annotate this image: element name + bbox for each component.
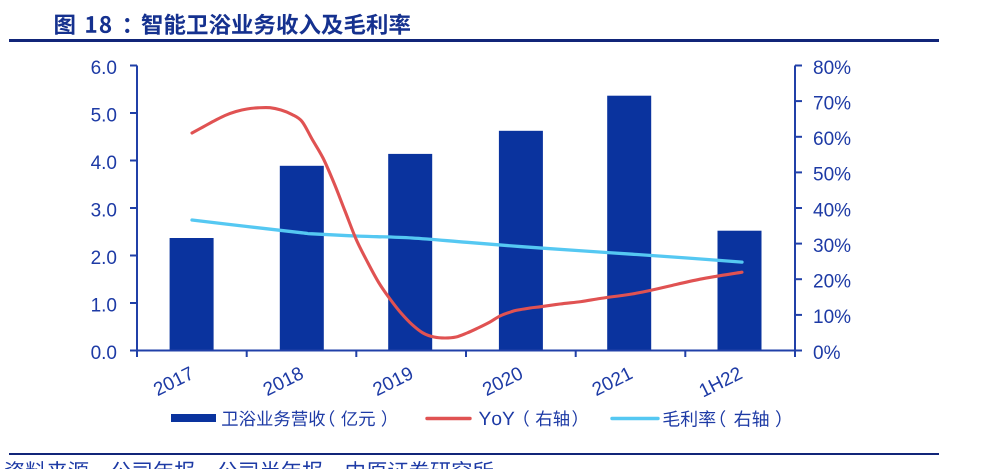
svg-text:2020: 2020: [479, 363, 526, 401]
svg-text:5.0: 5.0: [91, 105, 117, 126]
svg-text:40%: 40%: [813, 200, 851, 221]
svg-text:2017: 2017: [150, 363, 197, 401]
svg-text:1H22: 1H22: [696, 363, 746, 402]
svg-text:20%: 20%: [813, 272, 851, 293]
svg-text:2019: 2019: [370, 363, 417, 401]
svg-text:2018: 2018: [260, 363, 307, 401]
svg-text:2021: 2021: [589, 363, 636, 401]
svg-text:30%: 30%: [813, 236, 851, 257]
svg-text:10%: 10%: [813, 307, 851, 328]
svg-text:2.0: 2.0: [91, 248, 117, 269]
svg-text:3.0: 3.0: [91, 200, 117, 221]
svg-text:70%: 70%: [813, 93, 851, 114]
svg-text:50%: 50%: [813, 165, 851, 186]
svg-text:60%: 60%: [813, 129, 851, 150]
svg-text:4.0: 4.0: [91, 153, 117, 174]
svg-text:0.0: 0.0: [91, 343, 117, 364]
svg-text:0%: 0%: [813, 343, 841, 364]
svg-text:6.0: 6.0: [91, 58, 117, 79]
svg-text:80%: 80%: [813, 58, 851, 79]
svg-text:1.0: 1.0: [91, 295, 117, 316]
